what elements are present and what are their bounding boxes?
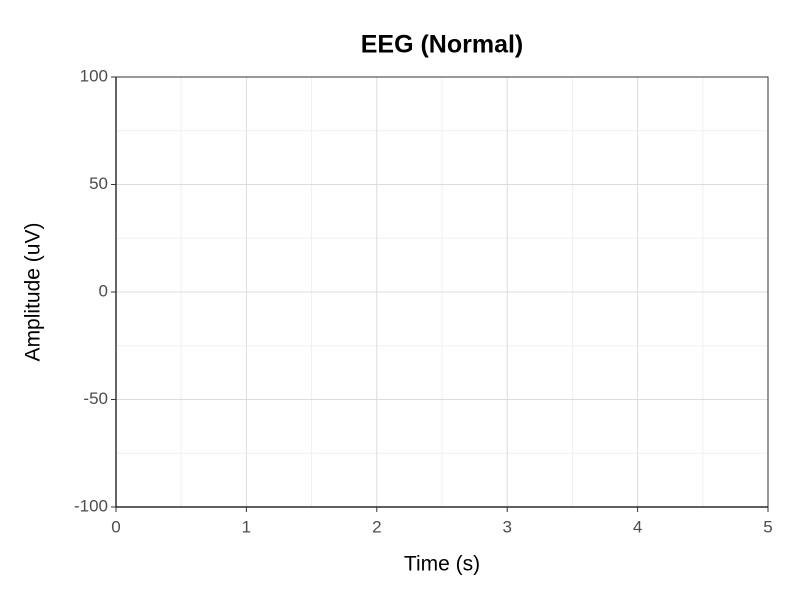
- x-tick-label: 2: [372, 517, 381, 536]
- y-tick-label: 0: [99, 281, 108, 300]
- y-tick-label: -50: [83, 389, 108, 408]
- y-tick-label: 50: [89, 174, 108, 193]
- y-tick-label: 100: [80, 66, 108, 85]
- x-tick-label: 1: [242, 517, 251, 536]
- x-tick-label: 4: [633, 517, 642, 536]
- y-tick-label: -100: [74, 496, 108, 515]
- x-tick-label: 0: [111, 517, 120, 536]
- x-tick-label: 3: [502, 517, 511, 536]
- x-tick-label: 5: [763, 517, 772, 536]
- chart-title: EEG (Normal): [361, 31, 524, 59]
- x-axis-title: Time (s): [404, 553, 480, 576]
- y-axis-title: Amplitude (uV): [22, 223, 45, 362]
